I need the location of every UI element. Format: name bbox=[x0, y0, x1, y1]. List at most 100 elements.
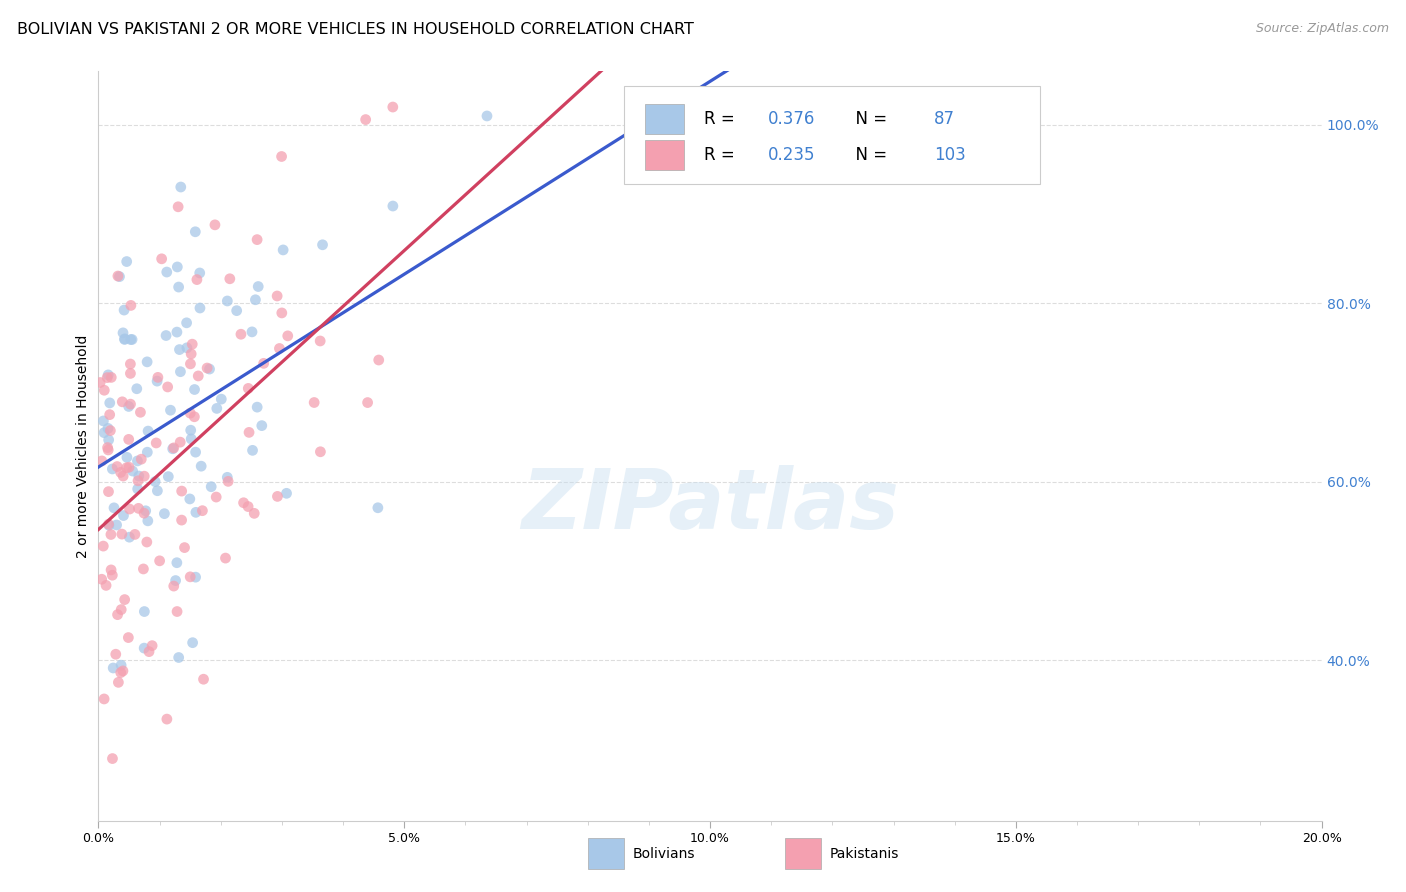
Point bbox=[184, 505, 207, 519]
Point bbox=[243, 507, 266, 521]
Point bbox=[97, 518, 120, 533]
Point bbox=[195, 361, 218, 376]
Text: R =: R = bbox=[704, 110, 740, 128]
Point bbox=[170, 180, 193, 194]
Point bbox=[200, 480, 222, 494]
Point bbox=[240, 325, 263, 339]
Point bbox=[89, 376, 111, 390]
Point bbox=[125, 382, 148, 396]
Point bbox=[127, 501, 149, 516]
Point bbox=[250, 418, 273, 433]
Point bbox=[266, 490, 288, 504]
Point bbox=[169, 435, 191, 450]
Point bbox=[181, 635, 204, 649]
Point bbox=[156, 380, 179, 394]
Point bbox=[176, 316, 198, 330]
Point bbox=[276, 486, 298, 500]
Point bbox=[242, 443, 264, 458]
Point bbox=[96, 370, 118, 384]
Point bbox=[149, 554, 172, 568]
Point bbox=[217, 475, 239, 489]
Point bbox=[118, 400, 141, 414]
Point bbox=[246, 233, 269, 247]
Point bbox=[101, 462, 124, 476]
Point bbox=[121, 333, 143, 347]
Point bbox=[247, 279, 270, 293]
Point bbox=[112, 469, 135, 483]
Point bbox=[270, 306, 292, 320]
Point bbox=[115, 254, 138, 268]
Text: N =: N = bbox=[845, 110, 891, 128]
Point bbox=[111, 326, 134, 340]
Point bbox=[120, 367, 142, 381]
Point bbox=[90, 454, 112, 468]
Point bbox=[136, 355, 159, 369]
Point bbox=[179, 357, 201, 371]
Point bbox=[135, 504, 157, 518]
Point bbox=[180, 423, 202, 437]
Point bbox=[111, 394, 134, 409]
Point bbox=[136, 514, 159, 528]
Point bbox=[309, 444, 332, 458]
Point bbox=[156, 265, 179, 279]
Point bbox=[134, 469, 156, 483]
Point bbox=[94, 578, 117, 592]
Point bbox=[132, 506, 155, 520]
Point bbox=[108, 269, 131, 284]
Point bbox=[150, 252, 173, 266]
Point bbox=[115, 460, 138, 475]
Point bbox=[156, 712, 179, 726]
Point bbox=[179, 406, 201, 420]
Point bbox=[141, 639, 163, 653]
Point bbox=[97, 442, 120, 457]
Point bbox=[97, 421, 120, 435]
Point bbox=[100, 370, 122, 384]
Point bbox=[103, 500, 125, 515]
Point bbox=[311, 237, 333, 252]
Point bbox=[381, 100, 404, 114]
Point bbox=[98, 396, 121, 410]
Point bbox=[190, 459, 212, 474]
Point bbox=[136, 445, 159, 459]
Point bbox=[188, 266, 211, 280]
Point bbox=[184, 225, 207, 239]
Point bbox=[146, 483, 169, 498]
Point bbox=[205, 490, 228, 504]
Point bbox=[111, 664, 134, 678]
Point bbox=[225, 303, 247, 318]
Point bbox=[120, 357, 142, 371]
Point bbox=[253, 356, 276, 370]
Point bbox=[105, 518, 128, 533]
Text: 0.235: 0.235 bbox=[768, 145, 815, 164]
Point bbox=[98, 408, 121, 422]
Point bbox=[188, 301, 211, 315]
Point bbox=[127, 454, 149, 468]
Point bbox=[209, 392, 232, 406]
Point bbox=[112, 303, 135, 318]
Point bbox=[105, 459, 128, 474]
Point bbox=[101, 751, 124, 765]
Point bbox=[143, 475, 166, 489]
Point bbox=[176, 341, 198, 355]
Point bbox=[271, 243, 294, 257]
Point bbox=[129, 405, 152, 419]
Point bbox=[118, 433, 141, 447]
Point bbox=[110, 466, 132, 480]
Point bbox=[381, 199, 404, 213]
Point bbox=[475, 109, 498, 123]
Point bbox=[101, 568, 124, 582]
Point bbox=[100, 527, 122, 541]
Point bbox=[103, 661, 125, 675]
Point bbox=[166, 556, 188, 570]
Point bbox=[217, 470, 239, 484]
Point bbox=[302, 395, 325, 409]
Y-axis label: 2 or more Vehicles in Household: 2 or more Vehicles in Household bbox=[76, 334, 90, 558]
Point bbox=[153, 507, 176, 521]
Point bbox=[97, 433, 120, 447]
Point bbox=[121, 464, 143, 478]
Point bbox=[187, 368, 209, 383]
Point bbox=[184, 570, 207, 584]
Point bbox=[90, 572, 112, 586]
Point bbox=[191, 504, 214, 518]
Point bbox=[179, 491, 201, 506]
